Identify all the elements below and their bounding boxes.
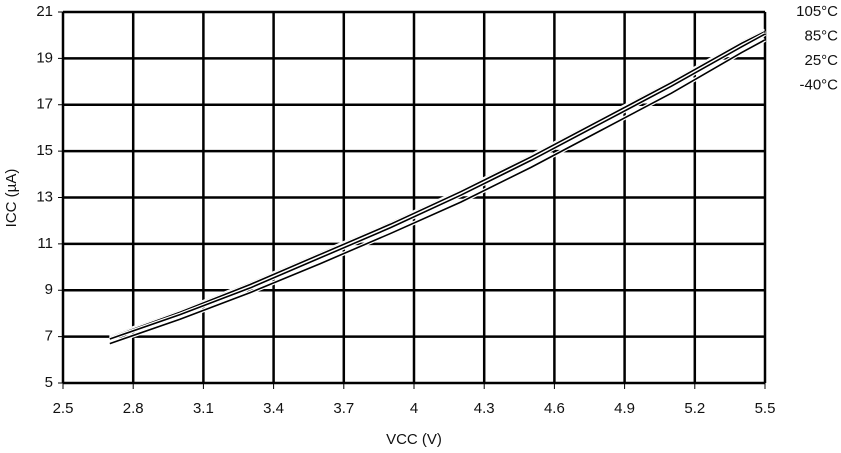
y-tick-label: 17 — [36, 96, 53, 113]
y-axis-label: ICC (µA) — [3, 169, 20, 228]
x-tick-label: 4.3 — [474, 400, 495, 417]
legend-label: 105°C — [796, 3, 838, 20]
x-tick-label: 3.1 — [193, 400, 214, 417]
x-tick-label: 3.4 — [263, 400, 284, 417]
y-tick-label: 19 — [36, 49, 53, 66]
data-line — [109, 33, 766, 340]
y-tick-label: 7 — [45, 328, 53, 345]
x-tick-label: 5.2 — [684, 400, 705, 417]
x-tick-label: 4.9 — [614, 400, 635, 417]
y-tick-label: 5 — [45, 374, 53, 391]
white-halo — [109, 32, 766, 341]
x-tick-label: 4.6 — [544, 400, 565, 417]
data-line — [109, 39, 766, 345]
legend-label: 25°C — [804, 52, 838, 69]
y-tick-label: 15 — [36, 142, 53, 159]
x-tick-label: 2.5 — [53, 400, 74, 417]
x-tick-label: 5.5 — [755, 400, 776, 417]
data-line — [109, 30, 766, 339]
legend-label: -40°C — [799, 76, 838, 93]
x-tick-label: 2.8 — [123, 400, 144, 417]
y-tick-label: 11 — [37, 235, 53, 252]
legend-label: 85°C — [804, 27, 838, 44]
x-axis-label: VCC (V) — [386, 431, 442, 448]
x-tick-label: 3.7 — [333, 400, 354, 417]
y-tick-label: 21 — [36, 3, 53, 20]
x-tick-label: 4 — [410, 400, 418, 417]
white-halo — [109, 29, 766, 340]
y-tick-label: 13 — [36, 188, 53, 205]
y-tick-label: 9 — [45, 281, 53, 298]
